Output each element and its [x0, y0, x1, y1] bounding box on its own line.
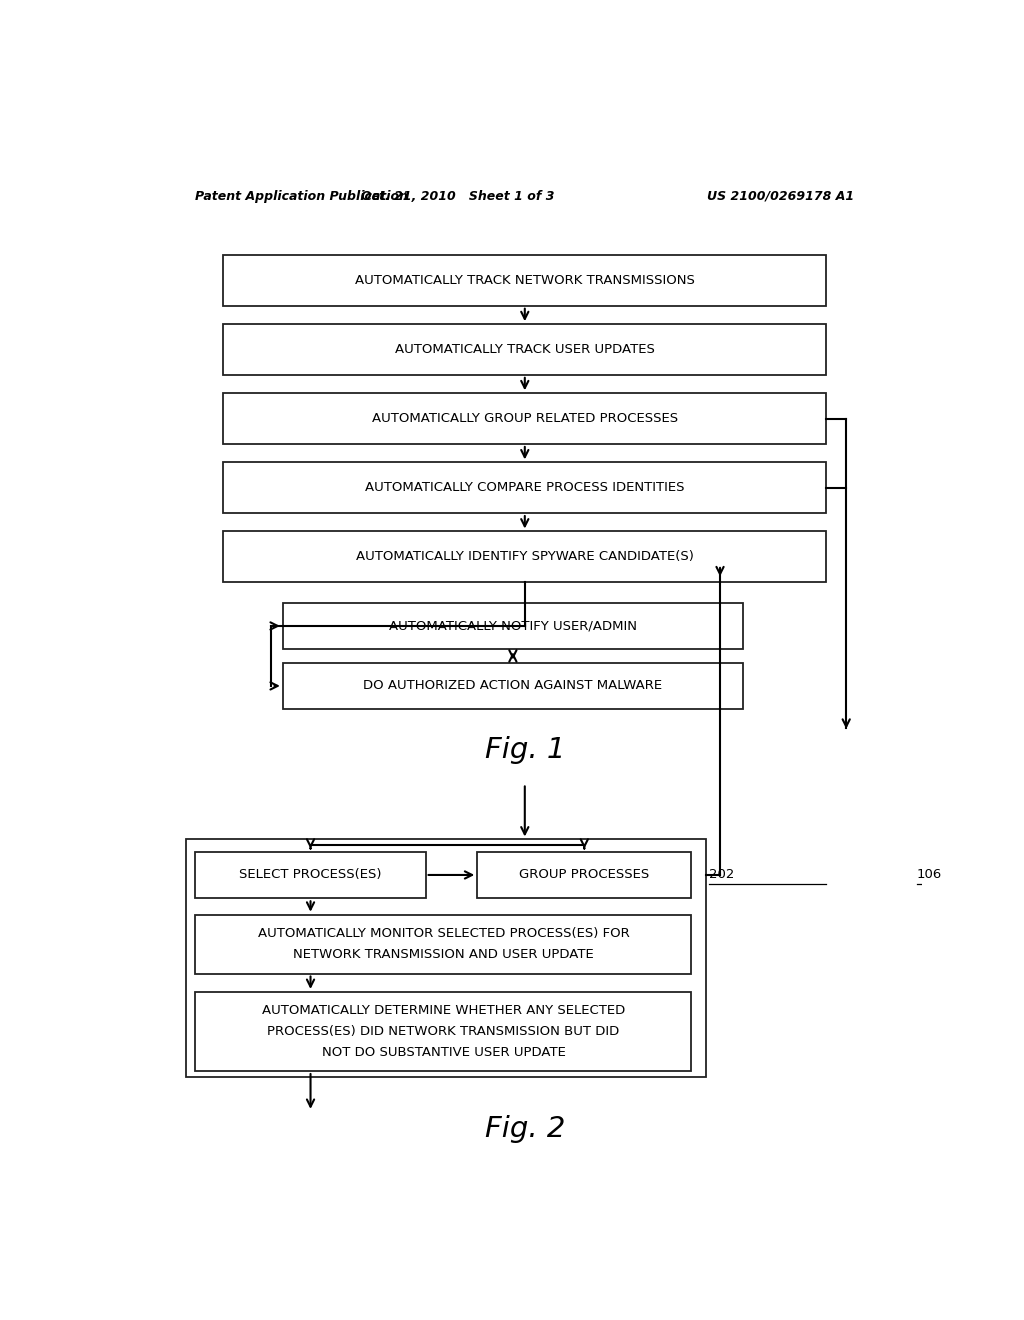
Text: NETWORK TRANSMISSION AND USER UPDATE: NETWORK TRANSMISSION AND USER UPDATE — [293, 948, 594, 961]
Text: US 2100/0269178 A1: US 2100/0269178 A1 — [707, 190, 854, 202]
FancyBboxPatch shape — [223, 462, 826, 513]
FancyBboxPatch shape — [223, 393, 826, 444]
Text: Patent Application Publication: Patent Application Publication — [196, 190, 409, 202]
Text: DO AUTHORIZED ACTION AGAINST MALWARE: DO AUTHORIZED ACTION AGAINST MALWARE — [364, 680, 663, 693]
Text: Oct. 21, 2010   Sheet 1 of 3: Oct. 21, 2010 Sheet 1 of 3 — [360, 190, 554, 202]
Text: SELECT PROCESS(ES): SELECT PROCESS(ES) — [240, 869, 382, 882]
Text: AUTOMATICALLY MONITOR SELECTED PROCESS(ES) FOR: AUTOMATICALLY MONITOR SELECTED PROCESS(E… — [258, 927, 630, 940]
Text: PROCESS(ES) DID NETWORK TRANSMISSION BUT DID: PROCESS(ES) DID NETWORK TRANSMISSION BUT… — [267, 1026, 620, 1038]
Text: AUTOMATICALLY NOTIFY USER/ADMIN: AUTOMATICALLY NOTIFY USER/ADMIN — [389, 619, 637, 632]
FancyBboxPatch shape — [283, 663, 743, 709]
FancyBboxPatch shape — [196, 991, 691, 1071]
Text: AUTOMATICALLY TRACK NETWORK TRANSMISSIONS: AUTOMATICALLY TRACK NETWORK TRANSMISSION… — [355, 273, 694, 286]
Text: 106: 106 — [918, 869, 942, 882]
FancyBboxPatch shape — [283, 602, 743, 649]
Text: AUTOMATICALLY TRACK USER UPDATES: AUTOMATICALLY TRACK USER UPDATES — [395, 343, 654, 356]
FancyBboxPatch shape — [223, 532, 826, 582]
FancyBboxPatch shape — [196, 851, 426, 899]
Text: NOT DO SUBSTANTIVE USER UPDATE: NOT DO SUBSTANTIVE USER UPDATE — [322, 1047, 565, 1060]
Text: AUTOMATICALLY GROUP RELATED PROCESSES: AUTOMATICALLY GROUP RELATED PROCESSES — [372, 412, 678, 425]
FancyBboxPatch shape — [477, 851, 691, 899]
Text: GROUP PROCESSES: GROUP PROCESSES — [519, 869, 649, 882]
Text: AUTOMATICALLY IDENTIFY SPYWARE CANDIDATE(S): AUTOMATICALLY IDENTIFY SPYWARE CANDIDATE… — [356, 550, 693, 564]
FancyBboxPatch shape — [196, 915, 691, 974]
Text: Fig. 2: Fig. 2 — [484, 1115, 565, 1143]
Text: 202: 202 — [709, 869, 734, 882]
Text: Fig. 1: Fig. 1 — [484, 737, 565, 764]
FancyBboxPatch shape — [223, 325, 826, 375]
Text: AUTOMATICALLY COMPARE PROCESS IDENTITIES: AUTOMATICALLY COMPARE PROCESS IDENTITIES — [365, 482, 685, 494]
Text: AUTOMATICALLY DETERMINE WHETHER ANY SELECTED: AUTOMATICALLY DETERMINE WHETHER ANY SELE… — [262, 1003, 625, 1016]
FancyBboxPatch shape — [223, 255, 826, 306]
